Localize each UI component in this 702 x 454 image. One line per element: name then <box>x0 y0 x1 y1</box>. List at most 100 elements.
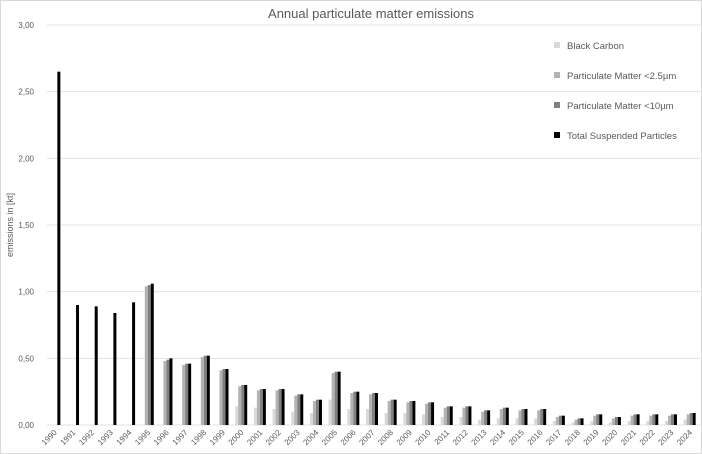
bar <box>147 285 151 425</box>
bar <box>412 401 416 425</box>
x-tick-label: 2013 <box>470 428 489 447</box>
y-tick-label: 2,00 <box>18 154 34 163</box>
x-tick-label: 2010 <box>414 428 433 447</box>
bar <box>449 406 453 425</box>
bar <box>222 369 226 425</box>
bar <box>515 418 519 425</box>
bar <box>655 414 659 425</box>
bar <box>627 421 631 425</box>
bar <box>686 414 690 425</box>
x-tick-label: 2002 <box>264 428 283 447</box>
x-tick-label: 2021 <box>619 428 638 447</box>
bar <box>670 414 674 425</box>
chart-title: Annual particulate matter emissions <box>268 6 474 21</box>
bar <box>614 417 618 425</box>
bar <box>409 401 413 425</box>
bar <box>673 414 677 425</box>
bar <box>406 402 410 425</box>
bar <box>203 355 207 425</box>
bar <box>590 421 594 425</box>
bar <box>459 417 463 425</box>
bar <box>465 406 469 425</box>
bar <box>636 414 640 425</box>
bar <box>309 413 313 425</box>
bar <box>692 413 696 425</box>
bar <box>667 415 671 425</box>
x-tick-label: 1995 <box>133 428 152 447</box>
bar <box>297 394 301 425</box>
bar <box>166 359 170 425</box>
bar <box>425 403 429 425</box>
bar <box>390 399 394 425</box>
y-tick-label: 1,50 <box>18 221 34 230</box>
bar <box>241 385 245 425</box>
bar <box>649 415 653 425</box>
x-tick-label: 2024 <box>675 428 694 447</box>
bar <box>76 305 80 425</box>
bar <box>608 422 612 425</box>
legend-swatch <box>554 72 560 78</box>
bar <box>524 409 528 425</box>
legend-swatch <box>554 102 560 108</box>
bar <box>356 391 360 425</box>
bar <box>499 409 503 425</box>
legend-label: Black Carbon <box>567 41 624 52</box>
bar <box>593 415 597 425</box>
legend-swatch <box>554 42 560 48</box>
x-tick-label: 2022 <box>638 428 657 447</box>
bar <box>537 410 541 425</box>
x-tick-label: 2023 <box>656 428 675 447</box>
bar <box>235 406 239 425</box>
bar <box>318 399 322 425</box>
legend-swatch <box>554 132 560 138</box>
bar <box>478 419 482 425</box>
bar <box>534 418 538 425</box>
bar <box>163 361 167 425</box>
bar <box>664 421 668 425</box>
bar <box>372 393 375 425</box>
x-tick-label: 2005 <box>320 428 339 447</box>
x-tick-label: 1991 <box>58 428 77 447</box>
bar <box>132 302 136 425</box>
x-tick-label: 2016 <box>526 428 545 447</box>
bar <box>555 417 559 425</box>
bar <box>238 386 242 425</box>
bar <box>219 370 223 425</box>
x-tick-label: 1997 <box>171 428 190 447</box>
bar <box>347 409 351 425</box>
bar <box>580 418 584 425</box>
bar <box>206 355 210 425</box>
bar <box>502 407 506 425</box>
bar <box>431 402 435 425</box>
x-tick-label: 2000 <box>227 428 246 447</box>
bar <box>350 393 354 425</box>
bar <box>487 410 491 425</box>
bar <box>518 410 522 425</box>
bar <box>188 363 192 425</box>
x-tick-label: 1996 <box>152 428 171 447</box>
bar <box>577 418 581 425</box>
x-tick-label: 2009 <box>395 428 414 447</box>
bar <box>272 409 276 425</box>
x-tick-label: 2004 <box>301 428 320 447</box>
bar <box>253 407 257 425</box>
bar <box>259 389 263 425</box>
bar <box>369 394 372 425</box>
y-axis-label: emissions in [kt] <box>5 193 15 257</box>
x-tick-label: 2017 <box>544 428 563 447</box>
bar <box>312 401 316 425</box>
bar <box>468 406 472 425</box>
x-tick-label: 2006 <box>339 428 358 447</box>
bar <box>256 390 260 425</box>
bar <box>375 393 378 425</box>
bar <box>481 411 485 425</box>
bar <box>275 390 279 425</box>
x-tick-label: 1999 <box>208 428 227 447</box>
x-tick-label: 2020 <box>600 428 619 447</box>
bar <box>278 389 282 425</box>
bar <box>596 414 600 425</box>
bar <box>428 402 432 425</box>
bar <box>505 407 509 425</box>
x-tick-label: 1998 <box>189 428 208 447</box>
